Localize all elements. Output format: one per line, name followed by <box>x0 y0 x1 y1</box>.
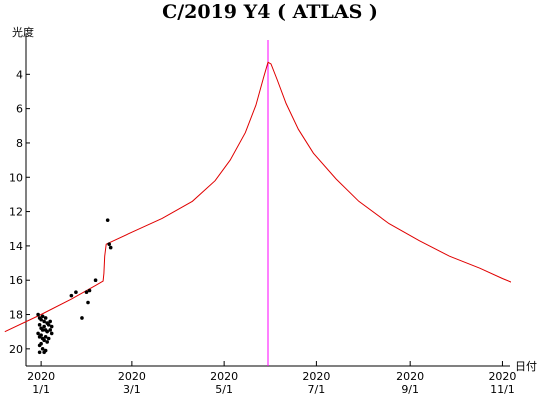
x-axis-ticks: 20201/120203/120205/120207/120209/120201… <box>27 361 516 396</box>
predicted-curve-group <box>4 61 511 333</box>
observation-point <box>93 278 98 283</box>
observation-point <box>86 300 90 305</box>
observation-point <box>42 338 46 343</box>
x-tick-label: 3/1 <box>123 383 141 396</box>
observation-point <box>46 323 51 327</box>
x-axis-label: 日付 <box>515 360 537 373</box>
x-tick-label: 9/1 <box>401 383 419 396</box>
observation-point <box>37 323 42 327</box>
observation-point <box>105 218 110 222</box>
observation-point <box>40 314 45 319</box>
y-axis-ticks: 4 6 8 10 12 14 16 18 20 <box>9 68 30 356</box>
observation-point <box>39 341 43 346</box>
observation-point <box>107 242 111 246</box>
y-tick-label: 20 <box>9 343 23 356</box>
y-tick-label: 6 <box>16 103 23 116</box>
observation-point <box>43 335 48 339</box>
observation-point <box>40 347 45 351</box>
observation-point <box>39 333 43 337</box>
x-tick-label: 1/1 <box>32 383 50 396</box>
observation-point <box>36 312 40 317</box>
y-tick-label: 16 <box>9 274 23 287</box>
x-tick-year: 2020 <box>488 370 516 383</box>
observation-point <box>43 348 48 353</box>
observation-point <box>74 290 78 295</box>
x-tick-year: 2020 <box>396 370 424 383</box>
observation-point <box>46 336 51 341</box>
observation-point <box>48 319 52 324</box>
x-tick-year: 2020 <box>27 370 55 383</box>
observation-point <box>48 328 52 332</box>
observation-point <box>45 340 49 344</box>
observation-point <box>80 316 84 320</box>
x-tick-label: 11/1 <box>490 383 515 396</box>
observation-point <box>37 350 42 355</box>
observation-point <box>40 328 45 332</box>
observation-point <box>45 329 49 334</box>
y-tick-label: 10 <box>9 171 23 184</box>
observations-group <box>36 218 113 355</box>
observation-point <box>42 324 46 329</box>
y-tick-label: 4 <box>16 68 23 81</box>
observation-point <box>87 288 92 293</box>
x-tick-year: 2020 <box>302 370 330 383</box>
y-tick-label: 8 <box>16 137 23 150</box>
y-tick-label: 12 <box>9 206 23 219</box>
x-tick-label: 5/1 <box>215 383 233 396</box>
observation-point <box>49 324 54 329</box>
observation-point <box>42 319 46 324</box>
y-axis-label: 光度 <box>12 25 34 39</box>
observation-point <box>43 316 48 320</box>
observation-point <box>69 293 74 298</box>
x-tick-year: 2020 <box>118 370 146 383</box>
y-tick-label: 18 <box>9 309 23 322</box>
chart-title: C/2019 Y4 ( ATLAS ) <box>162 1 378 23</box>
predicted-curve-line <box>4 61 511 333</box>
x-tick-year: 2020 <box>210 370 238 383</box>
observation-point <box>49 331 54 336</box>
observation-point <box>36 331 40 336</box>
observation-point <box>84 290 89 295</box>
y-tick-label: 14 <box>9 240 23 253</box>
observation-point <box>108 245 113 250</box>
observation-point <box>39 317 43 322</box>
x-tick-label: 7/1 <box>308 383 326 396</box>
